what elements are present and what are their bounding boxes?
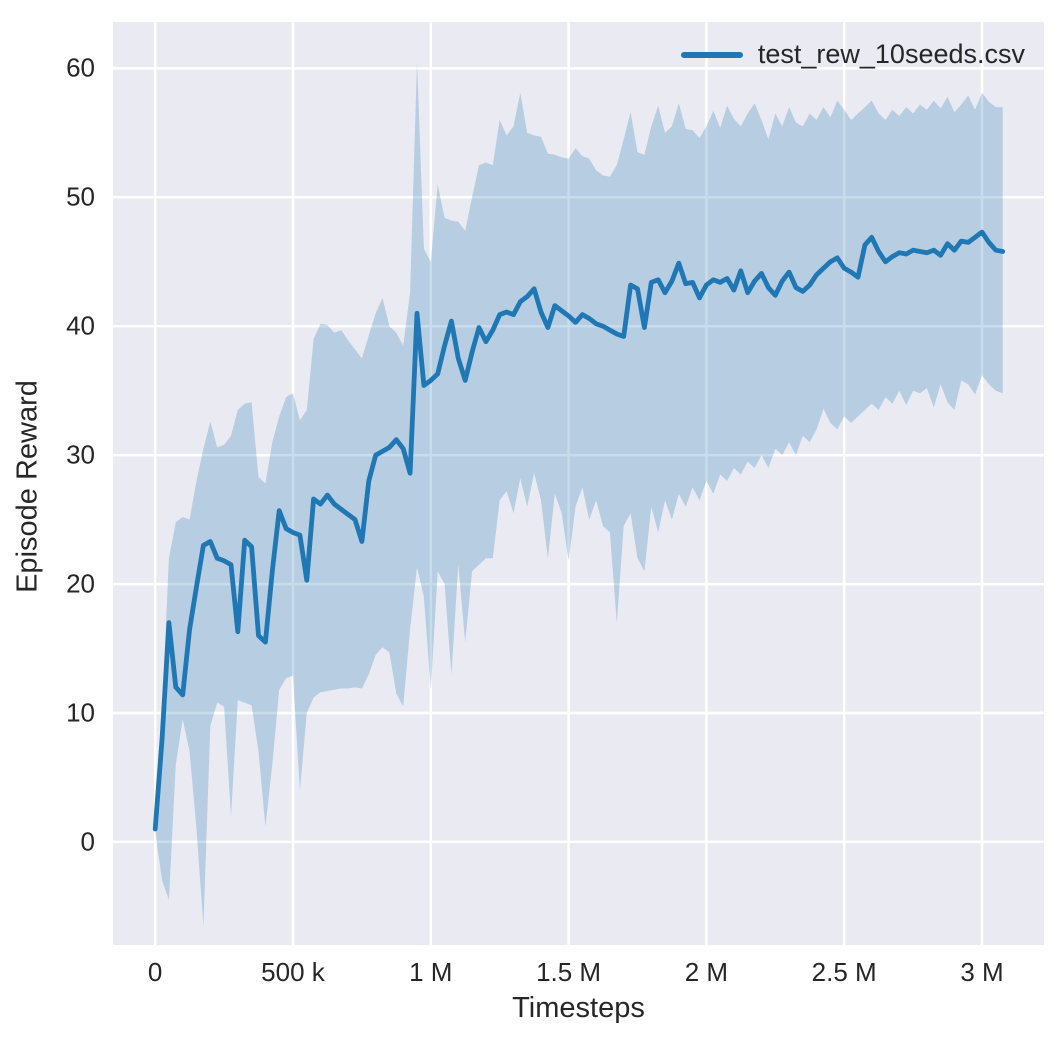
x-tick-label: 0 xyxy=(147,957,163,987)
legend-line-swatch xyxy=(680,51,743,58)
x-tick-label: 500 k xyxy=(261,957,325,987)
y-tick-label: 0 xyxy=(80,826,95,857)
legend-label: test_rew_10seeds.csv xyxy=(757,39,1025,69)
y-tick-label: 60 xyxy=(66,52,95,83)
y-tick-label: 20 xyxy=(66,568,95,599)
y-tick-label: 30 xyxy=(66,439,95,470)
y-axis-label: Episode Reward xyxy=(11,380,44,593)
y-tick-label: 10 xyxy=(66,697,95,728)
y-tick-label: 40 xyxy=(66,310,95,341)
x-tick-label: 2.5 M xyxy=(811,957,877,987)
chart-canvas xyxy=(113,22,1044,945)
x-tick-label: 1.5 M xyxy=(536,957,602,987)
x-tick-label: 2 M xyxy=(684,957,729,987)
x-axis-label: Timesteps xyxy=(512,992,645,1024)
x-tick-label: 1 M xyxy=(409,957,453,987)
confidence-band xyxy=(155,62,1003,926)
plot-area: test_rew_10seeds.csv xyxy=(113,22,1044,945)
legend: test_rew_10seeds.csv xyxy=(680,39,1025,70)
mean-line xyxy=(152,229,1006,832)
x-tick-label: 3 M xyxy=(960,957,1004,987)
y-tick-label: 50 xyxy=(66,181,95,212)
